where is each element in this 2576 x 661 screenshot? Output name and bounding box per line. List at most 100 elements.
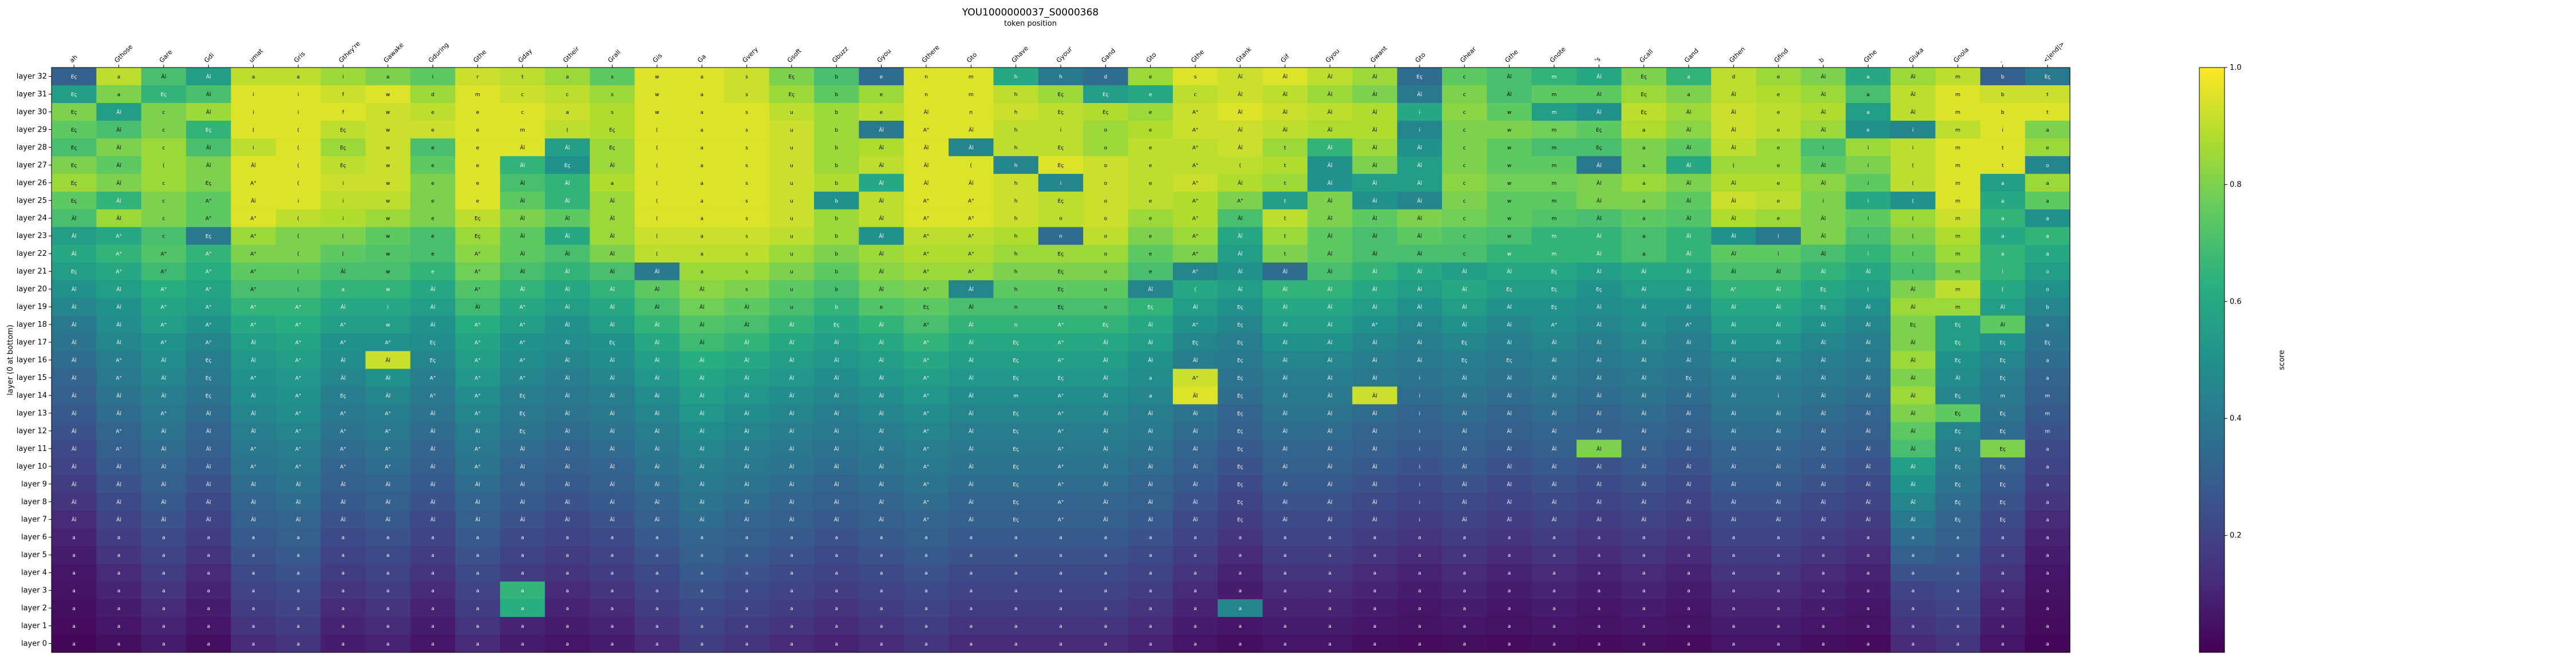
heatmap-cell xyxy=(1352,102,1398,121)
heatmap-cell xyxy=(1172,85,1218,104)
cell-label: Âĭ xyxy=(1417,339,1423,346)
heatmap-cell xyxy=(1442,244,1487,263)
cell-label: Âĭ xyxy=(1597,445,1602,452)
cell-label: Âĭ xyxy=(1686,428,1692,434)
heatmap-cell xyxy=(1577,173,1622,192)
x-tick-label: Gdi xyxy=(203,52,215,64)
cell-label: Âĭ xyxy=(1238,286,1243,293)
x-tick-label: . xyxy=(1997,57,2004,64)
cell-label: A° xyxy=(1192,199,1199,204)
heatmap-cell xyxy=(410,209,456,228)
heatmap-cell xyxy=(859,68,904,86)
cell-label: a xyxy=(431,571,434,576)
cell-label: Âĭ xyxy=(700,428,705,434)
heatmap-cell xyxy=(365,156,411,175)
heatmap-cell xyxy=(1442,227,1487,246)
cell-label: a xyxy=(1373,624,1377,630)
cell-label: w xyxy=(386,323,390,328)
cell-label: a xyxy=(297,571,300,576)
heatmap-cell xyxy=(1038,315,1084,334)
heatmap-cell xyxy=(1577,120,1622,139)
cell-label: Eç xyxy=(1058,92,1064,98)
heatmap-cell xyxy=(1218,209,1263,228)
heatmap-cell xyxy=(1666,156,1712,175)
colorbar-tick-label: 0.6 xyxy=(2230,298,2242,306)
heatmap-cell xyxy=(724,156,770,175)
cell-label: i xyxy=(1060,181,1062,187)
cell-label: Âĭ xyxy=(969,322,974,328)
cell-label: Âĭ xyxy=(430,498,436,505)
heatmap-cell xyxy=(814,209,859,228)
cell-label: a xyxy=(1239,588,1242,594)
cell-label: Âĭ xyxy=(1327,126,1333,133)
heatmap-cell xyxy=(1172,138,1218,157)
x-tick-label: <|end|> xyxy=(2042,40,2066,64)
heatmap-cell xyxy=(1980,227,2026,246)
cell-label: Âĭ xyxy=(789,481,795,488)
cell-label: Eç xyxy=(2044,74,2050,80)
heatmap-cell xyxy=(1262,298,1308,316)
x-tick-label: Gthen xyxy=(1728,45,1747,64)
cell-label: Âĭ xyxy=(879,268,884,275)
heatmap-cell xyxy=(455,120,501,139)
heatmap-cell xyxy=(1172,244,1218,263)
cell-label: a xyxy=(1642,624,1646,630)
cell-label: Âĭ xyxy=(520,233,525,240)
cell-label: Âĭ xyxy=(1282,286,1287,293)
cell-label: Âĭ xyxy=(1327,498,1333,505)
cell-label: Âĭ xyxy=(385,481,390,488)
x-tick-label: Gsoft xyxy=(786,47,803,64)
heatmap-cell xyxy=(993,191,1039,210)
heatmap-cell xyxy=(1397,102,1443,121)
cell-label: a xyxy=(1239,553,1242,559)
cell-label: Âĭ xyxy=(1417,268,1423,275)
cell-label: a xyxy=(207,571,210,576)
heatmap-cell xyxy=(1442,315,1487,334)
cell-label: Âĭ xyxy=(1103,445,1108,452)
cell-label: b xyxy=(835,270,838,275)
heatmap-cell xyxy=(1577,298,1622,316)
cell-label: a xyxy=(1283,642,1287,647)
cell-label: a xyxy=(1283,535,1287,541)
cell-label: a xyxy=(1104,624,1108,630)
cell-label: Âĭ xyxy=(1417,197,1423,204)
heatmap-cell xyxy=(634,102,680,121)
cell-label: m xyxy=(1552,252,1557,258)
cell-label: Âĭ xyxy=(1462,481,1467,488)
cell-label: Eç xyxy=(2000,500,2006,505)
cell-label: e xyxy=(1149,199,1152,204)
y-tick-label: layer 30 xyxy=(17,108,47,116)
cell-label: A° xyxy=(206,270,212,275)
cell-label: Eç xyxy=(1641,110,1647,116)
heatmap-cell xyxy=(1128,138,1174,157)
cell-label: s xyxy=(745,110,748,116)
heatmap-cell xyxy=(1531,227,1577,246)
cell-label: i xyxy=(298,110,299,116)
heatmap-cell xyxy=(1128,280,1174,299)
heatmap-cell xyxy=(903,315,949,334)
heatmap-cell xyxy=(1307,173,1353,192)
cell-label: Âĭ xyxy=(206,498,211,505)
cell-label: a xyxy=(1149,375,1152,381)
cell-label: Âĭ xyxy=(1641,445,1646,452)
cell-label: a xyxy=(2046,642,2049,647)
cell-label: e xyxy=(1149,110,1152,116)
cell-label: Eç xyxy=(1237,482,1243,488)
cell-label: Eç xyxy=(1955,517,1961,523)
heatmap-cell xyxy=(500,68,546,86)
heatmap-cell xyxy=(410,298,456,316)
cell-label: Âĭ xyxy=(654,339,659,346)
cell-label: Âĭ xyxy=(700,286,705,293)
heatmap-cell xyxy=(141,298,187,316)
cell-label: a xyxy=(566,606,569,612)
heatmap-cell xyxy=(1262,227,1308,246)
cell-label: Âĭ xyxy=(296,481,301,488)
heatmap-cell xyxy=(1756,156,1801,175)
cell-label: Âĭ xyxy=(1507,304,1512,311)
cell-label: a xyxy=(1911,553,1915,559)
heatmap-cell xyxy=(1666,209,1712,228)
heatmap-cell xyxy=(1800,191,1846,210)
cell-label: Âĭ xyxy=(1103,374,1108,381)
cell-label: a xyxy=(1014,624,1018,630)
cell-label: t xyxy=(1284,199,1286,204)
